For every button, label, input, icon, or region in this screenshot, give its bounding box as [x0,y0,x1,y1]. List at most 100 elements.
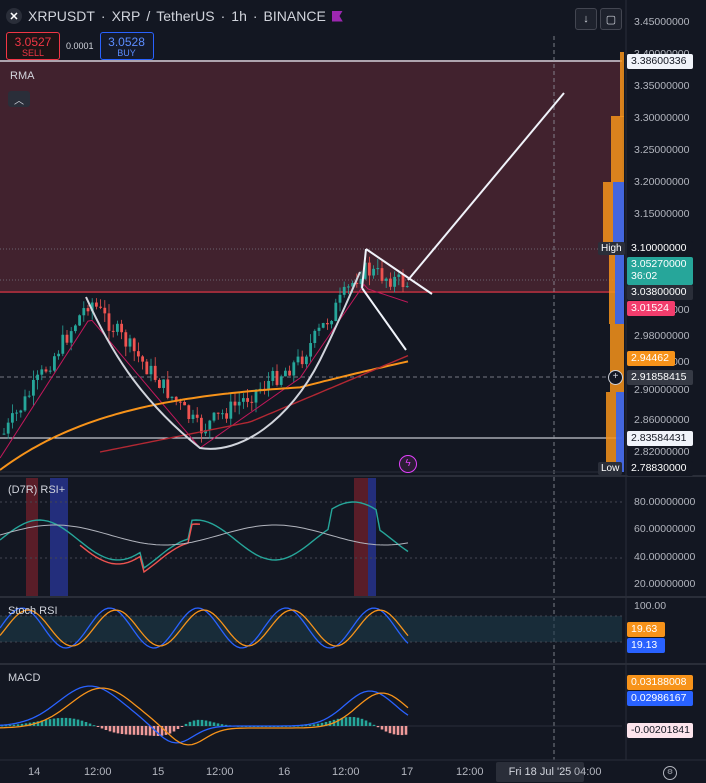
macd-hist-bar [304,725,308,727]
macd-hist-bar [328,720,332,726]
candle-body [179,401,182,403]
candle-body [137,351,140,357]
rsi-axis-60: 60.00000000 [634,523,696,535]
candle-body [221,413,224,415]
candle-body [372,268,375,276]
time-label: 16 [278,766,291,778]
candle-body [376,268,380,270]
rsi-band-red [354,478,368,596]
candle-body [124,332,128,347]
macd-hist-bar [88,723,92,726]
crosshair-date: Fri 18 Jul '25 [508,766,572,778]
macd-hist-bar [348,716,352,726]
macd-hist-bar [136,726,140,735]
macd-hist-bar [56,718,60,726]
rsi-pane-label[interactable]: (D7R) RSI+ [8,484,66,496]
macd-hist-bar [108,726,112,732]
macd-hist-bar [104,726,108,730]
candle-body [389,278,392,287]
macd-hist-bar [172,726,176,732]
candle-body [368,262,371,276]
candle-body [397,274,401,277]
macd-hist-bar [308,724,312,726]
price-axis-label: 2.90000000 [634,384,690,396]
candle-body [65,334,69,343]
candle-body [393,276,396,287]
candle-body [313,330,317,344]
macd-hist-bar [68,718,72,726]
macd-hist-bar [372,724,376,726]
macd-hist-bar [184,723,188,726]
target-arrow [407,92,565,281]
rsi-down-line [79,523,201,574]
candle-body [237,401,241,406]
candle-body [153,365,157,380]
exchange: BINANCE [263,8,326,24]
macd-hist-bar [112,726,116,733]
candle-body [342,286,346,295]
macd-hist-bar [16,724,20,726]
fullscreen-icon[interactable]: ▢ [600,8,622,30]
lower-line-tag: 2.83584431 [627,431,693,446]
macd-hist-bar [376,726,380,728]
macd-pane-label[interactable]: MACD [8,672,41,684]
flag-icon[interactable] [331,10,343,22]
macd-hist-bar [64,717,68,726]
candle-body [347,286,350,288]
last-price: 3.05270000 [631,258,687,270]
high-value-tag: 3.10000000 [627,241,693,256]
add-alert-icon[interactable]: + [608,370,623,385]
xrp-logo-icon: ✕ [6,8,22,24]
macd-hist-bar [396,726,400,735]
macd-hist-bar [100,726,104,729]
stoch-pane-label[interactable]: Stoch RSI [8,605,58,617]
supply-zone [0,60,622,293]
arrow-down-icon[interactable]: ↓ [575,8,597,30]
candle-body [11,413,14,423]
candle-body [200,417,203,434]
candle-body [338,294,342,303]
candle-body [300,356,304,365]
gear-icon[interactable]: ⚙ [663,766,677,780]
upper-line-tag: 3.38600336 [627,54,693,69]
trade-panel: 3.0527 SELL 0.0001 3.0528 BUY [6,32,154,60]
lightning-icon[interactable]: ϟ [399,455,417,473]
candle-body [162,379,165,388]
macd-hist-bar [60,717,64,726]
symbol-title[interactable]: ✕ XRPUSDT · XRP / TetherUS · 1h · BINANC… [6,8,343,24]
time-label: 14 [28,766,41,778]
macd-hist-bar [76,719,80,726]
macd-hist-bar [192,720,196,726]
candle-body [208,420,212,430]
high-label: High [598,242,625,255]
macd-hist-bar [220,724,224,726]
macd-hist-bar [180,726,184,727]
macd-hist-bar [168,726,172,734]
macd-hist-bar [84,722,88,726]
macd-hist-bar [204,720,208,726]
quote-asset: TetherUS [156,8,215,24]
sell-button[interactable]: 3.0527 SELL [6,32,60,60]
candle-body [284,370,287,377]
macd-hist-bar [336,718,340,726]
candle-body [330,321,333,325]
macd-hist-bar [80,720,84,726]
candle-body [233,401,237,406]
interval[interactable]: 1h [231,8,247,24]
candle-body [271,370,275,381]
level-tag-1: 3.03800000 [627,285,693,300]
candlestick-series [2,256,409,443]
candle-body [170,396,174,398]
rma-indicator-label[interactable]: RMA [10,70,35,82]
chevron-up-icon[interactable]: ︿ [8,91,30,107]
macd-hist-bar [384,726,388,732]
macd-hist-bar [140,726,144,736]
candle-body [317,327,321,331]
buy-button[interactable]: 3.0528 BUY [99,32,154,60]
macd-hist-bar [360,718,364,726]
candle-body [212,412,216,421]
candle-body [99,306,102,308]
macd-hist-bar [216,723,220,726]
time-label: 12:00 [332,766,360,778]
